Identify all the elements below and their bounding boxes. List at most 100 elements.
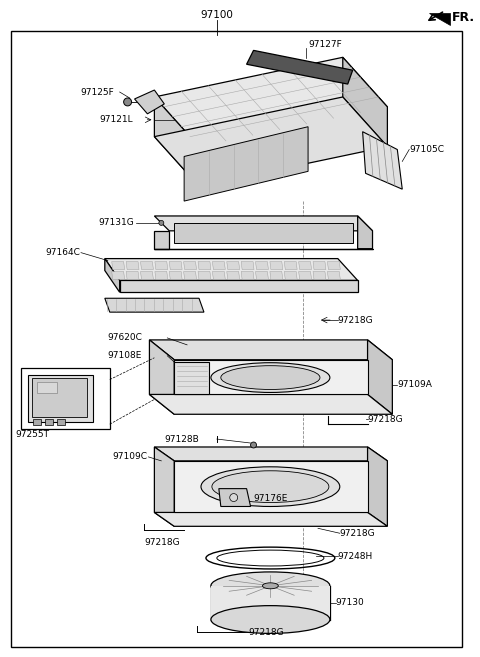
Text: 97131G: 97131G	[99, 218, 134, 227]
Bar	[34, 419, 41, 425]
Text: 97128B: 97128B	[164, 434, 199, 443]
Polygon shape	[149, 340, 392, 360]
Polygon shape	[112, 271, 125, 279]
Polygon shape	[155, 447, 174, 526]
Polygon shape	[255, 271, 268, 279]
Polygon shape	[343, 57, 387, 147]
Text: FR.: FR.	[452, 11, 475, 24]
Polygon shape	[368, 340, 392, 415]
Polygon shape	[105, 298, 204, 312]
Ellipse shape	[211, 363, 330, 392]
Polygon shape	[212, 271, 225, 279]
Polygon shape	[155, 512, 387, 526]
Ellipse shape	[263, 583, 278, 589]
Text: 97108E: 97108E	[108, 351, 142, 360]
Polygon shape	[212, 261, 225, 269]
Polygon shape	[219, 489, 251, 507]
Text: 97218G: 97218G	[338, 315, 373, 325]
Text: 97127F: 97127F	[308, 40, 342, 49]
Polygon shape	[155, 261, 168, 269]
Polygon shape	[227, 261, 240, 269]
Text: 97109A: 97109A	[397, 380, 432, 389]
Polygon shape	[149, 340, 174, 415]
Polygon shape	[241, 271, 254, 279]
Polygon shape	[247, 51, 353, 84]
Polygon shape	[358, 216, 372, 249]
Polygon shape	[105, 259, 358, 281]
Polygon shape	[184, 261, 196, 269]
Bar	[33, 378, 87, 417]
Polygon shape	[155, 57, 387, 147]
Ellipse shape	[211, 606, 330, 633]
Text: 97109C: 97109C	[112, 453, 147, 461]
Polygon shape	[155, 271, 168, 279]
Ellipse shape	[159, 220, 164, 225]
Text: 97125F: 97125F	[80, 87, 114, 97]
Polygon shape	[284, 261, 297, 269]
Polygon shape	[270, 271, 283, 279]
Polygon shape	[174, 223, 353, 242]
Polygon shape	[134, 90, 164, 114]
Ellipse shape	[230, 493, 238, 501]
Polygon shape	[327, 271, 340, 279]
Ellipse shape	[124, 98, 132, 106]
Bar	[37, 382, 57, 394]
Ellipse shape	[212, 471, 329, 503]
Polygon shape	[149, 394, 392, 415]
Polygon shape	[155, 216, 372, 231]
Polygon shape	[141, 271, 154, 279]
Ellipse shape	[201, 467, 340, 507]
Polygon shape	[368, 447, 387, 526]
Bar	[57, 419, 65, 425]
Ellipse shape	[221, 366, 320, 390]
Text: 97218G: 97218G	[249, 628, 284, 637]
Polygon shape	[362, 131, 402, 189]
Bar	[21, 368, 110, 429]
Polygon shape	[255, 261, 268, 269]
Polygon shape	[141, 261, 154, 269]
Polygon shape	[429, 12, 450, 24]
Polygon shape	[174, 360, 368, 394]
Text: 97255T: 97255T	[15, 430, 49, 439]
Text: 97105C: 97105C	[409, 145, 444, 154]
Polygon shape	[184, 271, 196, 279]
Bar	[211, 586, 330, 620]
Text: 97248H: 97248H	[338, 552, 373, 560]
Text: 97218G: 97218G	[144, 538, 180, 547]
Polygon shape	[198, 261, 211, 269]
Polygon shape	[126, 271, 139, 279]
Polygon shape	[126, 261, 139, 269]
Ellipse shape	[251, 442, 256, 448]
Ellipse shape	[211, 572, 330, 600]
Text: 97164C: 97164C	[45, 248, 80, 257]
Polygon shape	[105, 259, 120, 292]
Text: 97130: 97130	[336, 598, 365, 607]
Polygon shape	[174, 461, 368, 512]
Text: 97100: 97100	[201, 10, 233, 20]
Text: 97176E: 97176E	[253, 494, 288, 503]
Polygon shape	[155, 447, 387, 461]
Polygon shape	[299, 271, 312, 279]
Polygon shape	[198, 271, 211, 279]
Polygon shape	[227, 271, 240, 279]
Polygon shape	[270, 261, 283, 269]
Polygon shape	[327, 261, 340, 269]
Polygon shape	[155, 97, 387, 186]
Polygon shape	[169, 261, 182, 269]
Polygon shape	[184, 127, 308, 201]
Polygon shape	[313, 271, 326, 279]
Polygon shape	[174, 362, 209, 394]
Text: 97218G: 97218G	[340, 529, 375, 537]
Text: 97218G: 97218G	[368, 415, 403, 424]
Text: 97121L: 97121L	[100, 115, 133, 124]
Polygon shape	[155, 97, 199, 186]
Text: 97620C: 97620C	[108, 333, 143, 342]
Polygon shape	[241, 261, 254, 269]
Polygon shape	[284, 271, 297, 279]
Polygon shape	[299, 261, 312, 269]
Bar	[45, 419, 53, 425]
Bar	[28, 374, 93, 422]
Polygon shape	[155, 231, 169, 249]
Polygon shape	[313, 261, 326, 269]
Polygon shape	[169, 271, 182, 279]
